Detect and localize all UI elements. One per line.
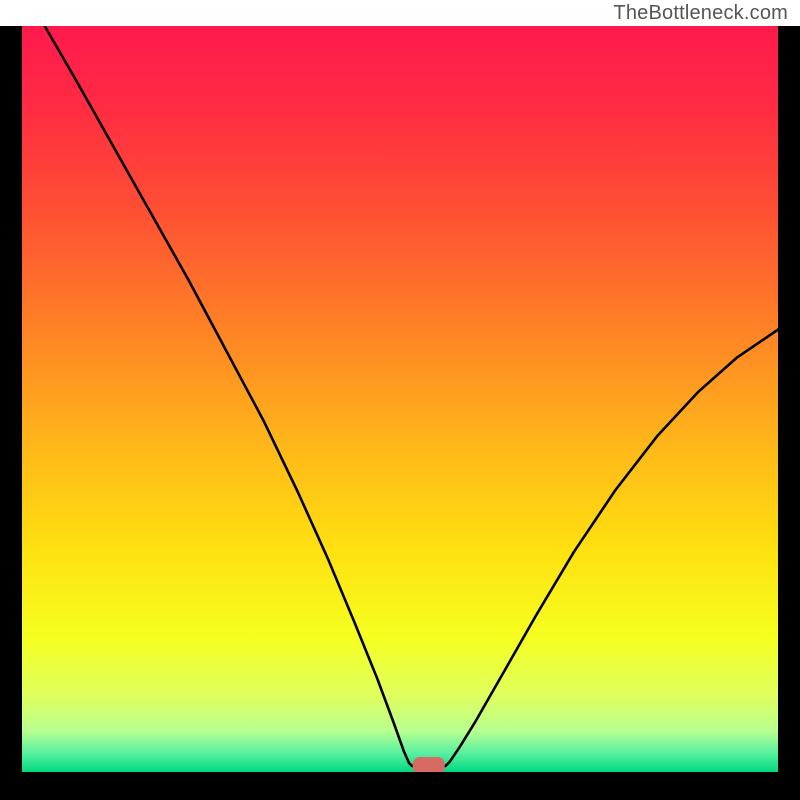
optimum-marker xyxy=(413,757,445,772)
figure-container: TheBottleneck.com xyxy=(0,0,800,800)
chart-frame xyxy=(0,26,800,800)
watermark-text: TheBottleneck.com xyxy=(613,0,788,26)
gradient-background xyxy=(22,26,778,772)
plot-area xyxy=(22,26,778,772)
bottleneck-chart xyxy=(22,26,778,772)
